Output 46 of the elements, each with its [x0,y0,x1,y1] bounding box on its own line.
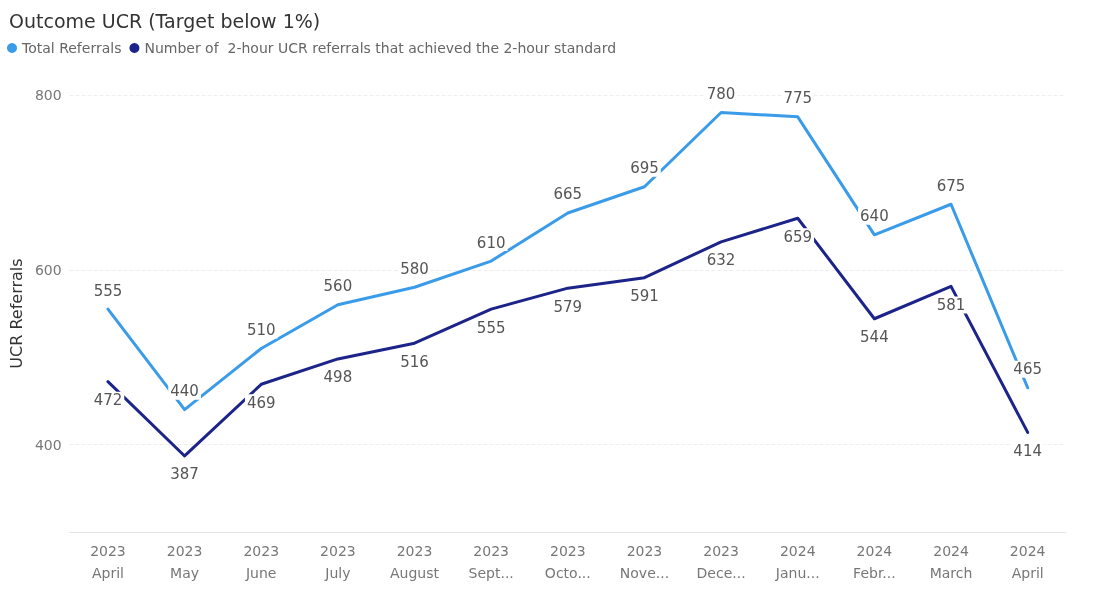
data-label: 579 [553,297,583,316]
x-tick-label: 2023 July [320,543,356,581]
legend-label: Number of 2-hour UCR referrals that achieved the 2-hour standard [144,40,617,56]
data-label: 472 [93,391,123,410]
y-tick-label: 600 [34,261,62,278]
data-label: 544 [860,328,889,347]
x-tick-label: 2023 Nove... [619,543,670,581]
data-label: 387 [170,465,199,484]
data-label: 581 [936,295,966,314]
data-label: 555 [93,281,123,300]
legend-label: Total Referrals [21,40,122,56]
x-tick-label: 2024 Febr... [853,543,896,581]
x-tick-label: 2023 Octo... [544,543,591,581]
data-label: 414 [1013,441,1042,460]
data-label: 440 [170,382,199,401]
data-label: 580 [400,259,429,278]
data-label: 675 [936,176,966,195]
data-label: 469 [246,393,276,412]
data-label: 516 [400,352,429,371]
data-label: 665 [553,185,583,204]
data-label: 659 [783,227,813,246]
y-tick-label: 800 [34,87,62,103]
x-tick-label: 2023 Sept... [468,543,514,581]
y-axis-title: UCR Referrals [6,258,26,369]
x-tick-label: 2024 April [1009,543,1046,581]
data-label: 695 [630,159,659,178]
data-label: 591 [630,287,659,306]
x-tick-label: 2024 March [929,543,973,581]
x-tick-label: 2023 August [390,543,440,581]
x-tick-label: 2023 June [243,543,280,581]
data-label: 610 [476,233,506,252]
data-label: 775 [783,89,813,108]
y-tick-label: 400 [34,436,62,453]
x-tick-label: 2023 May [166,543,203,581]
data-label: 640 [860,207,889,226]
x-tick-label: 2024 Janu... [774,543,820,581]
x-tick-label: 2023 April [90,543,126,581]
data-label: 510 [246,320,276,339]
x-tick-label: 2023 Dece... [696,543,746,581]
data-label: 560 [323,277,353,296]
data-label: 465 [1013,360,1042,379]
data-label: 498 [323,368,353,387]
chart-title: Outcome UCR (Target below 1%) [9,9,321,32]
data-label: 780 [706,84,736,103]
data-label: 632 [706,251,736,270]
data-label: 555 [476,318,506,337]
